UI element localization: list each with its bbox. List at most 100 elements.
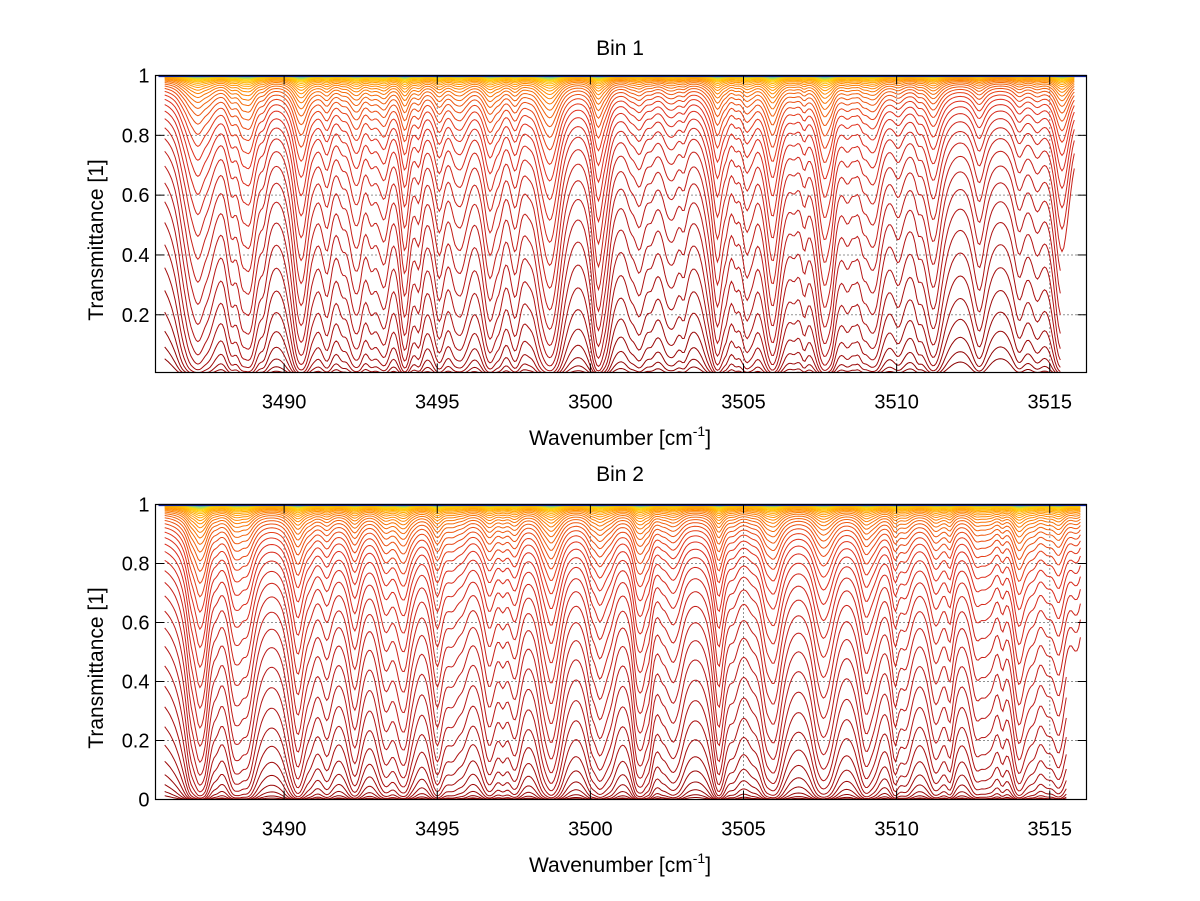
- spectrum-curve: [164, 79, 1075, 100]
- spectrum-curve: [164, 78, 1075, 92]
- x-tick-label: 3500: [568, 819, 613, 841]
- y-tick-label: 0.2: [122, 731, 150, 753]
- ticks: 3490 3495 3500 3505 3510 3515 0.2 0.4 0.6 0.8 1: [122, 66, 1087, 414]
- y-tick-label: 0.4: [122, 245, 150, 267]
- spectrum-curve: [164, 511, 1081, 539]
- spectrum-curve: [164, 358, 1061, 374]
- spectrum-curve: [164, 127, 1075, 267]
- y-tick-label: 0.6: [122, 613, 150, 635]
- axes-box: [154, 74, 1088, 374]
- x-tick-label: 3515: [1028, 392, 1073, 414]
- x-axis-label-main: Wavenumber [cm: [529, 854, 693, 877]
- spectrum-curve: [164, 98, 1075, 182]
- y-tick-label: 1: [138, 495, 149, 517]
- spectrum-curve: [164, 221, 1061, 367]
- x-tick-label: 3510: [874, 392, 919, 414]
- spectrum-curve: [164, 77, 1075, 87]
- y-tick-label: 0: [138, 790, 149, 812]
- spectrum-curve: [164, 85, 1075, 128]
- spectrum-curve: [164, 506, 1081, 517]
- spectrum-curve: [164, 150, 1061, 311]
- x-tick-label: 3515: [1028, 819, 1073, 841]
- spectrum-curve: [164, 311, 1061, 373]
- x-axis-label: Wavenumber [cm-1]: [529, 850, 711, 877]
- ticks: 3490 3495 3500 3505 3510 3515 0 0.2 0.4 0.6 0.8 1: [122, 495, 1087, 841]
- spectrum-curve: [164, 665, 1067, 793]
- spectrum-curve: [164, 77, 1075, 89]
- x-tick-label: 3490: [262, 819, 307, 841]
- spectrum-curve: [164, 744, 1067, 800]
- y-axis-label: Transmittance [1]: [85, 587, 108, 748]
- spectrum-curve: [164, 509, 1081, 529]
- y-tick-label: 0.2: [122, 305, 150, 327]
- spectrum-curve: [164, 83, 1075, 119]
- spectrum-curve: [164, 646, 1067, 786]
- x-tick-label: 3500: [568, 392, 613, 414]
- spectra-curves: [158, 503, 1087, 801]
- spectrum-curve: [164, 118, 1075, 244]
- spectrum-curve: [164, 523, 1081, 585]
- x-axis-label-main: Wavenumber [cm: [529, 427, 693, 450]
- spectrum-curve: [164, 706, 1067, 799]
- spectrum-curve: [164, 182, 1061, 347]
- x-tick-label: 3495: [415, 392, 460, 414]
- spectrum-curve: [164, 138, 1075, 289]
- spectrum-curve: [164, 110, 1075, 221]
- spectrum-curve: [164, 784, 1067, 801]
- spectrum-curve: [164, 515, 1081, 553]
- spectrum-curve: [164, 685, 1067, 797]
- spectrum-curve: [164, 726, 1067, 800]
- x-axis-label: Wavenumber [cm-1]: [529, 423, 711, 450]
- x-tick-label: 3505: [721, 819, 766, 841]
- spectrum-curve: [164, 78, 1075, 96]
- spectrum-curve: [164, 201, 1061, 359]
- spectrum-curve: [164, 80, 1075, 105]
- spectrum-curve: [164, 507, 1081, 519]
- spectrum-curve: [164, 510, 1081, 534]
- y-tick-label: 0.8: [122, 125, 150, 147]
- spectrum-curve: [164, 506, 1081, 515]
- spectrum-curve: [164, 774, 1067, 800]
- spectrum-curve: [164, 82, 1075, 111]
- spectrum-curve: [164, 570, 1081, 710]
- spectrum-curve: [164, 94, 1075, 166]
- spectrum-curve: [164, 531, 1081, 613]
- spectrum-curve: [164, 87, 1075, 138]
- spectrum-curve: [164, 267, 1061, 373]
- axes-box: [154, 503, 1088, 801]
- x-axis-label-superscript: -1: [693, 423, 706, 439]
- spectrum-curve: [164, 551, 1081, 669]
- axes-bin-2: Bin 2 3490 3495 3500 3505 3510 3515 0 0.2 0.4 0.6…: [85, 463, 1088, 877]
- spectrum-curve: [164, 517, 1081, 562]
- spectrum-curve: [164, 90, 1075, 151]
- x-axis-label-superscript: -1: [693, 850, 706, 866]
- x-tick-label: 3490: [262, 392, 307, 414]
- spectrum-curve: [164, 559, 1081, 689]
- x-tick-label: 3510: [874, 819, 919, 841]
- x-tick-label: 3505: [721, 392, 766, 414]
- y-tick-label: 0.6: [122, 185, 150, 207]
- spectrum-curve: [164, 508, 1081, 525]
- chart-title: Bin 1: [596, 37, 644, 60]
- y-axis-label: Transmittance [1]: [85, 159, 108, 320]
- spectrum-curve: [164, 527, 1081, 598]
- spectrum-curve: [164, 595, 1081, 748]
- y-tick-label: 1: [138, 66, 149, 88]
- spectrum-curve: [164, 537, 1081, 631]
- spectrum-curve: [164, 582, 1081, 729]
- spectrum-curve: [164, 543, 1081, 649]
- x-axis-label-end: ]: [705, 854, 711, 877]
- spectrum-curve: [164, 513, 1081, 545]
- chart-title: Bin 2: [596, 463, 644, 486]
- spectrum-curve: [164, 104, 1075, 201]
- y-tick-label: 0.4: [122, 672, 150, 694]
- axes-bin-1: Bin 1 3490 3495 3500 3505 3510 3515 0.2 0.4 0.6 0…: [85, 37, 1088, 450]
- x-tick-label: 3495: [415, 819, 460, 841]
- spectrum-curve: [164, 507, 1081, 522]
- y-tick-label: 0.8: [122, 554, 150, 576]
- spectrum-curve: [164, 289, 1061, 373]
- spectrum-curve: [164, 610, 1067, 764]
- spectrum-curve: [164, 520, 1081, 573]
- x-axis-label-end: ]: [705, 427, 711, 450]
